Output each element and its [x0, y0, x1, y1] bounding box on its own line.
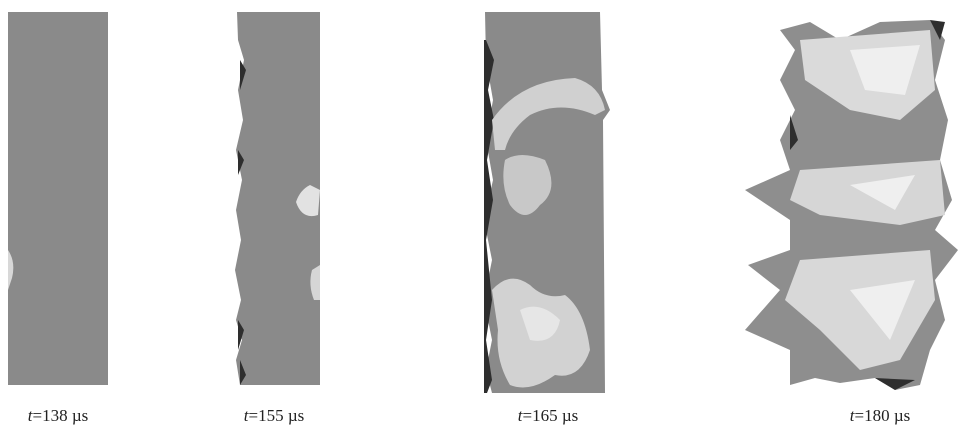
caption-text: =138 µs	[32, 406, 88, 425]
snapshots	[0, 0, 959, 432]
caption-text: =180 µs	[854, 406, 910, 425]
caption-text: =165 µs	[522, 406, 578, 425]
caption-text: =155 µs	[248, 406, 304, 425]
snapshot-3	[484, 12, 610, 393]
caption: t=155 µs	[194, 406, 354, 426]
caption: t=165 µs	[468, 406, 628, 426]
figure: t=138 µs t=155 µs t=165 µs t=180 µs	[0, 0, 959, 432]
snapshot-2	[235, 12, 320, 385]
snapshot-4	[745, 20, 958, 390]
caption: t=138 µs	[0, 406, 138, 426]
snapshot-1	[8, 12, 108, 385]
caption: t=180 µs	[800, 406, 959, 426]
